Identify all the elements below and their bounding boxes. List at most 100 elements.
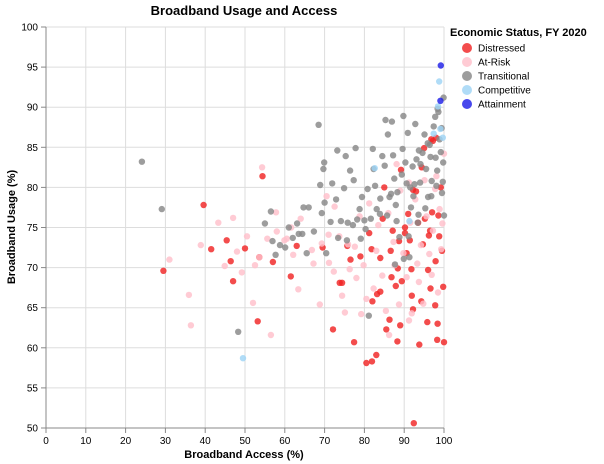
point-transitional [391, 261, 399, 268]
legend-title: Economic Status, FY 2020 [450, 27, 587, 39]
point-transitional [361, 217, 368, 224]
point-distressed [254, 318, 261, 325]
point-competitive [439, 134, 446, 141]
y-tick-label: 60 [27, 343, 39, 354]
legend-label-transitional: Transitional [478, 72, 529, 83]
point-distressed [392, 282, 399, 290]
legend-swatch-at-risk [462, 57, 472, 67]
y-tick-label: 80 [27, 183, 39, 194]
point-at-risk [325, 231, 332, 238]
point-distressed [416, 341, 423, 348]
point-at-risk [423, 213, 430, 220]
point-transitional [434, 167, 441, 174]
point-at-risk [318, 240, 325, 247]
point-transitional [413, 156, 420, 163]
point-at-risk [363, 295, 370, 303]
point-at-risk [197, 241, 204, 249]
point-at-risk [229, 214, 237, 222]
point-at-risk [351, 243, 358, 250]
point-distressed [432, 258, 439, 265]
point-transitional [329, 180, 336, 187]
point-at-risk [310, 260, 317, 267]
point-distressed [363, 359, 370, 367]
point-transitional [422, 165, 430, 173]
point-at-risk [370, 285, 377, 292]
point-transitional [404, 129, 411, 137]
point-transitional [389, 152, 397, 159]
point-distressed [408, 292, 415, 299]
point-distressed [408, 266, 415, 273]
point-transitional [158, 205, 165, 213]
point-transitional [400, 255, 407, 262]
x-tick-label: 30 [160, 436, 172, 447]
point-at-risk [434, 289, 442, 296]
legend-swatch-attainment [462, 99, 472, 109]
point-at-risk [400, 250, 407, 257]
point-at-risk [429, 227, 437, 234]
point-distressed [388, 274, 395, 281]
point-at-risk [272, 209, 280, 216]
y-tick-label: 90 [27, 103, 39, 114]
point-transitional [327, 218, 334, 226]
point-transitional [393, 217, 400, 225]
point-transitional [412, 120, 419, 128]
point-transitional [282, 244, 289, 251]
point-distressed [269, 258, 277, 266]
point-transitional [343, 237, 351, 244]
point-transitional [318, 209, 325, 217]
point-transitional [392, 201, 399, 209]
point-transitional [377, 195, 384, 202]
point-at-risk [249, 299, 257, 307]
x-tick-label: 50 [239, 436, 251, 447]
point-distressed [373, 351, 380, 359]
point-transitional [317, 181, 324, 189]
point-at-risk [243, 233, 251, 240]
point-at-risk [420, 300, 427, 307]
point-transitional [367, 215, 374, 222]
point-transitional [398, 171, 405, 178]
point-at-risk [264, 235, 271, 242]
point-transitional [346, 167, 354, 174]
point-at-risk [297, 215, 304, 222]
x-tick-label: 70 [319, 436, 331, 447]
x-tick-label: 90 [399, 436, 411, 447]
point-at-risk [290, 251, 297, 258]
data-points [138, 62, 448, 427]
point-distressed [357, 253, 364, 260]
point-at-risk [373, 247, 380, 254]
point-distressed [293, 242, 300, 250]
point-distressed [287, 273, 294, 280]
legend-swatch-transitional [462, 71, 472, 81]
point-distressed [160, 267, 167, 274]
point-distressed [241, 245, 249, 252]
point-at-risk [316, 301, 323, 308]
point-transitional [440, 159, 447, 166]
y-tick-label: 70 [27, 263, 39, 274]
x-tick-label: 100 [436, 436, 453, 447]
y-tick-label: 50 [27, 424, 39, 435]
point-at-risk [323, 193, 330, 200]
point-at-risk [375, 221, 382, 229]
point-transitional [354, 216, 361, 223]
point-distressed [435, 212, 442, 219]
point-distressed [440, 339, 448, 346]
point-transitional [358, 193, 366, 201]
point-at-risk [382, 307, 390, 315]
point-distressed [379, 215, 386, 222]
point-transitional [276, 241, 284, 249]
point-at-risk [330, 268, 337, 275]
point-transitional [402, 159, 409, 166]
point-transitional [332, 196, 340, 203]
point-transitional [421, 131, 428, 138]
point-at-risk [390, 238, 397, 246]
point-transitional [371, 182, 379, 189]
point-transitional [269, 237, 276, 245]
point-transitional [406, 254, 413, 261]
point-at-risk [438, 246, 445, 253]
point-at-risk [358, 310, 365, 318]
point-transitional [411, 181, 418, 188]
point-competitive [437, 125, 444, 133]
point-transitional [373, 205, 380, 213]
point-transitional [305, 204, 312, 211]
point-at-risk [295, 286, 302, 293]
